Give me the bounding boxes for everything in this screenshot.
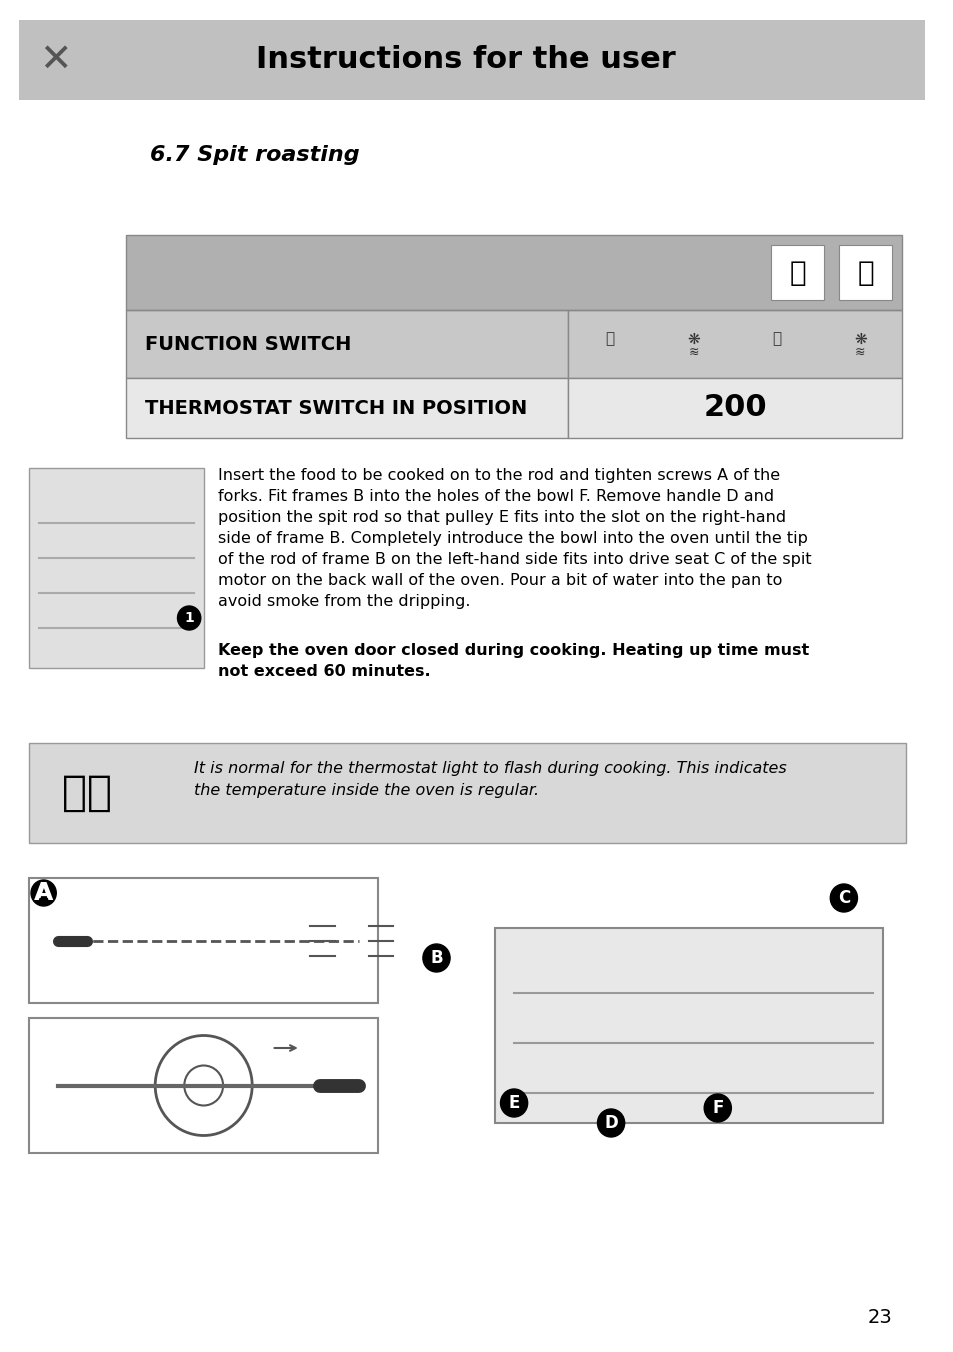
Text: 🍗: 🍗 (789, 258, 805, 287)
Text: ⌒: ⌒ (605, 331, 614, 346)
Bar (770, 245, 823, 300)
Text: 200: 200 (702, 393, 766, 422)
Text: B: B (430, 949, 442, 967)
Text: It is normal for the thermostat light to flash during cooking. This indicates
th: It is normal for the thermostat light to… (193, 761, 786, 798)
Text: Keep the oven door closed during cooking. Heating up time must
not exceed 60 min: Keep the oven door closed during cooking… (218, 644, 809, 679)
Circle shape (422, 944, 450, 972)
Circle shape (500, 1088, 527, 1117)
Text: ⌒: ⌒ (772, 331, 781, 346)
Text: 6.7 Spit roasting: 6.7 Spit roasting (151, 145, 359, 165)
Bar (19, 20, 92, 100)
Bar (92, 20, 924, 100)
Text: D: D (603, 1114, 618, 1132)
Text: FUNCTION SWITCH: FUNCTION SWITCH (146, 334, 352, 353)
Text: Instructions for the user: Instructions for the user (255, 46, 675, 74)
Text: ≋: ≋ (687, 346, 698, 358)
Text: 1: 1 (184, 611, 193, 625)
Circle shape (177, 606, 200, 630)
Text: C: C (837, 890, 849, 907)
Text: A: A (34, 882, 53, 904)
Circle shape (597, 1109, 624, 1137)
Bar (30, 877, 378, 1003)
Bar (30, 1018, 378, 1153)
Text: 👨‍🍳: 👨‍🍳 (62, 772, 112, 814)
Text: E: E (508, 1094, 519, 1111)
Bar (126, 310, 568, 379)
Bar (126, 235, 902, 310)
Text: 🥩: 🥩 (857, 258, 873, 287)
Text: ≋: ≋ (854, 346, 864, 358)
Text: ❋: ❋ (686, 331, 700, 346)
Bar (126, 379, 568, 438)
Bar (30, 468, 204, 668)
Bar (568, 310, 902, 379)
Text: F: F (711, 1099, 722, 1117)
Bar (126, 235, 902, 310)
Bar (838, 245, 891, 300)
Bar (495, 927, 882, 1124)
Text: ✕: ✕ (39, 41, 71, 78)
Text: A: A (36, 884, 51, 902)
Bar (30, 744, 905, 844)
Circle shape (31, 880, 56, 906)
Bar (568, 379, 902, 438)
Circle shape (703, 1094, 731, 1122)
Text: THERMOSTAT SWITCH IN POSITION: THERMOSTAT SWITCH IN POSITION (146, 399, 527, 418)
Text: Insert the food to be cooked on to the rod and tighten screws A of the
forks. Fi: Insert the food to be cooked on to the r… (218, 468, 811, 608)
Text: ❋: ❋ (853, 331, 866, 346)
Text: 23: 23 (866, 1307, 891, 1328)
Circle shape (829, 884, 857, 913)
